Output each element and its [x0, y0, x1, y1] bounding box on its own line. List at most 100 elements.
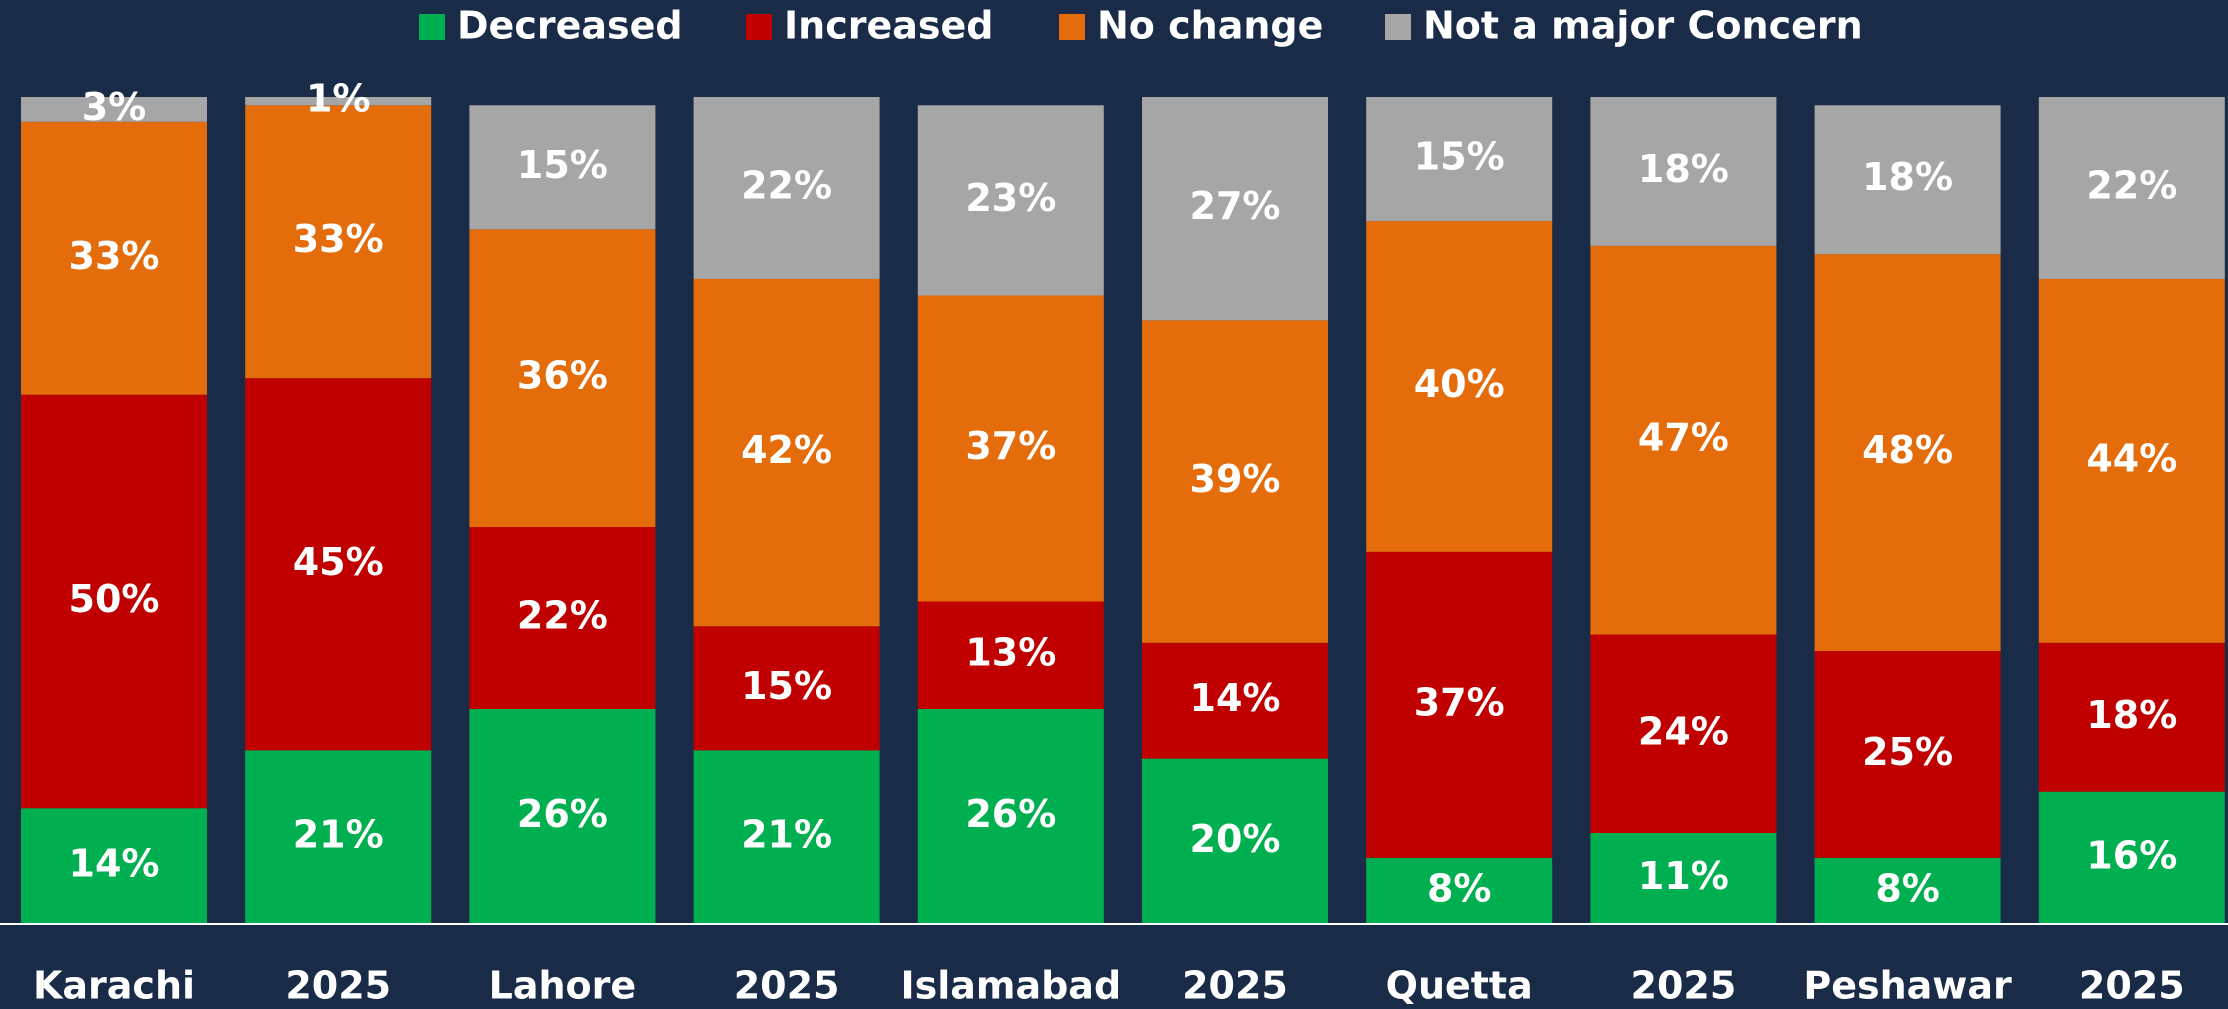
data-label: 42%: [741, 428, 832, 472]
bar-segment: [693, 750, 880, 924]
data-label: 20%: [1190, 817, 1281, 861]
bar-segment: [1366, 857, 1553, 924]
bar-segment: [2038, 642, 2225, 792]
bar-segment: [21, 808, 207, 924]
x-tick-label: Quetta: [1386, 964, 1533, 1008]
bar-segment: [2038, 97, 2225, 279]
legend-label: Not a major Concern: [1423, 4, 1863, 48]
data-label: 18%: [2086, 693, 2177, 737]
bar-segment: [245, 105, 432, 379]
data-label: 22%: [2086, 163, 2177, 207]
data-label: 15%: [517, 143, 608, 187]
data-label: 50%: [69, 577, 160, 621]
bar-segment: [469, 527, 656, 709]
legend-label: No change: [1097, 4, 1323, 48]
bar-segment: [1366, 97, 1553, 222]
data-label: 18%: [1638, 147, 1729, 191]
bar-segment: [917, 295, 1104, 602]
bar-segment: [1590, 634, 1777, 834]
data-label: 21%: [741, 813, 832, 857]
data-label: 15%: [741, 664, 832, 708]
bar-segment: [21, 97, 207, 122]
data-label: 8%: [1427, 866, 1492, 910]
data-label: 40%: [1414, 362, 1505, 406]
data-label: 33%: [293, 217, 384, 261]
data-label: 25%: [1862, 730, 1953, 774]
data-label: 21%: [293, 813, 384, 857]
data-label: 22%: [517, 594, 608, 638]
data-label: 45%: [293, 540, 384, 584]
legend-swatch: [1385, 14, 1411, 40]
legend-swatch: [1059, 14, 1085, 40]
data-label: 14%: [69, 842, 160, 886]
data-label: 39%: [1190, 457, 1281, 501]
bar-segment: [1142, 642, 1328, 759]
x-tick-label: Peshawar: [1803, 964, 2012, 1008]
bar-segment: [1142, 320, 1328, 643]
data-label: 36%: [517, 354, 608, 398]
bar-segment: [245, 97, 432, 106]
bar-segment: [469, 105, 656, 230]
x-tick-label: 2025: [1631, 964, 1737, 1008]
data-label: 1%: [306, 77, 371, 121]
legend-swatch: [746, 14, 772, 40]
data-label: 16%: [2086, 833, 2177, 877]
bar-segment: [693, 626, 880, 751]
bar-segment: [1814, 857, 2001, 924]
bar-segment: [1142, 97, 1328, 321]
bar-segment: [917, 105, 1104, 296]
data-label: 44%: [2086, 436, 2177, 480]
bar-segment: [245, 378, 432, 751]
data-label: 33%: [69, 234, 160, 278]
data-label: 37%: [1414, 680, 1505, 724]
data-label: 11%: [1638, 854, 1729, 898]
data-label: 27%: [1190, 184, 1281, 228]
bar-segment: [1142, 758, 1328, 924]
x-tick-label: 2025: [734, 964, 840, 1008]
data-label: 23%: [965, 176, 1056, 220]
data-label: 26%: [517, 792, 608, 836]
data-label: 14%: [1190, 676, 1281, 720]
bar-segment: [693, 278, 880, 627]
data-label: 48%: [1862, 428, 1953, 472]
bar-segment: [21, 394, 207, 809]
bar-segment: [917, 708, 1104, 924]
legend-label: Increased: [784, 4, 993, 48]
data-label: 37%: [965, 424, 1056, 468]
bar-segment: [1814, 254, 2001, 652]
data-label: 22%: [741, 163, 832, 207]
x-tick-label: Karachi: [33, 964, 195, 1008]
bar-segment: [1814, 651, 2001, 858]
bar-segment: [917, 601, 1104, 709]
x-tick-label: 2025: [2079, 964, 2185, 1008]
legend-label: Decreased: [457, 4, 683, 48]
data-label: 24%: [1638, 709, 1729, 753]
data-label: 26%: [965, 792, 1056, 836]
data-label: 3%: [82, 85, 147, 129]
bar-segment: [1590, 97, 1777, 246]
x-tick-label: Lahore: [489, 964, 637, 1008]
bar-segment: [1366, 551, 1553, 858]
x-tick-label: Islamabad: [900, 964, 1121, 1008]
bar-segment: [469, 229, 656, 528]
data-label: 15%: [1414, 135, 1505, 179]
bar-segment: [2038, 278, 2225, 643]
x-tick-label: 2025: [285, 964, 391, 1008]
data-label: 18%: [1862, 155, 1953, 199]
bar-segment: [1590, 245, 1777, 635]
data-label: 8%: [1875, 866, 1940, 910]
bar-segment: [693, 97, 880, 279]
x-tick-label: 2025: [1182, 964, 1288, 1008]
data-label: 13%: [965, 631, 1056, 675]
bar-segment: [1590, 833, 1777, 924]
bar-segment: [1366, 221, 1553, 552]
legend-swatch: [419, 14, 445, 40]
bar-segment: [469, 708, 656, 924]
bar-segment: [1814, 105, 2001, 255]
data-label: 47%: [1638, 416, 1729, 460]
bar-segment: [21, 121, 207, 395]
bar-segment: [2038, 791, 2225, 924]
bar-segment: [245, 750, 432, 924]
